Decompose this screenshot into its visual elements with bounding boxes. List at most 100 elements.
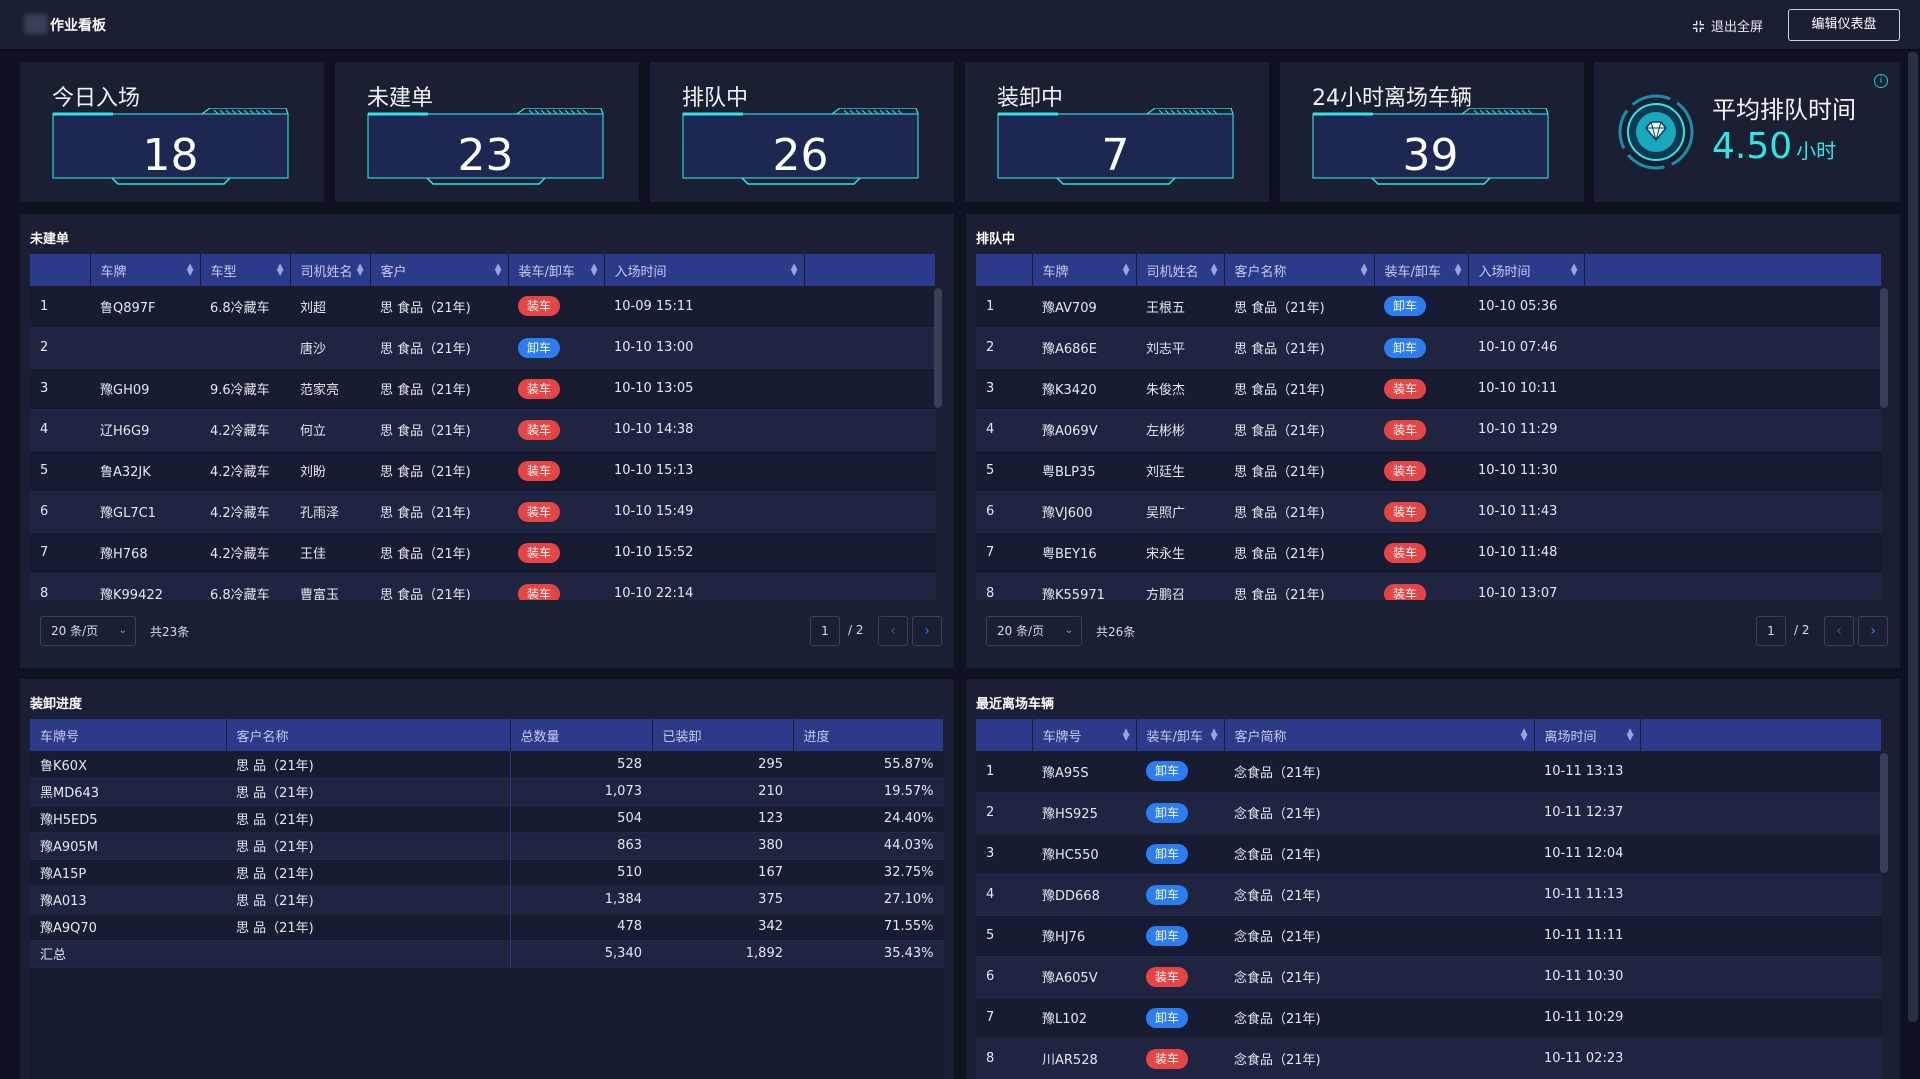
unbuilt-scrollbar[interactable] — [934, 288, 942, 408]
table-row[interactable]: 豫H5ED5 思 品（21年) 504 123 24.40% — [30, 805, 944, 833]
table-row[interactable]: 3 豫GH09 9.6冷藏车 范家亮思 食品（21年) 装车 10-10 13:05 — [30, 368, 936, 410]
departed-col-header[interactable]: 客户简称 ▲ ▼ — [1224, 719, 1535, 751]
table-row[interactable]: 豫A905M 思 品（21年) 863 380 44.03% — [30, 832, 944, 860]
unbuilt-col-header[interactable] — [30, 254, 91, 286]
load-tag: 装车 — [1384, 542, 1427, 563]
table-row[interactable]: 2 豫A686E 刘志平思 食品（21年) 卸车 10-10 07:46 — [976, 327, 1882, 369]
departed-col-header[interactable]: 离场时间 ▲ ▼ — [1534, 719, 1641, 751]
table-row[interactable]: 7 粤BEY16 宋永生思 食品（21年) 装车 10-10 11:48 — [976, 532, 1882, 574]
departed-col-header[interactable]: 车牌号 ▲ ▼ — [1032, 719, 1137, 751]
summary-label: 汇总 — [30, 940, 226, 968]
page-input[interactable]: 1 — [1756, 616, 1786, 646]
queue-col-header[interactable]: 司机姓名 ▲ ▼ — [1136, 254, 1225, 286]
sort-icon[interactable]: ▲ ▼ — [1122, 727, 1130, 743]
load-tag: 装车 — [518, 542, 561, 563]
next-page-button[interactable]: › — [912, 616, 942, 646]
sort-icon[interactable]: ▲ ▼ — [1210, 262, 1218, 278]
progress-col-header[interactable]: 已装卸 — [652, 719, 794, 751]
departed-scrollbar[interactable] — [1880, 753, 1888, 873]
departed-col-header[interactable] — [1640, 719, 1882, 751]
cell-op: 装车 — [1374, 491, 1468, 533]
col-header-label: 装车/卸车 — [518, 264, 575, 280]
table-row[interactable]: 黑MD643 思 品（21年) 1,073 210 19.57% — [30, 778, 944, 806]
unbuilt-col-header[interactable]: 车型 ▲ ▼ — [200, 254, 291, 286]
table-row[interactable]: 3 豫K3420 朱俊杰思 食品（21年) 装车 10-10 10:11 — [976, 368, 1882, 410]
prev-page-button[interactable]: ‹ — [1824, 616, 1854, 646]
queue-col-header[interactable]: 车牌 ▲ ▼ — [1032, 254, 1137, 286]
sort-icon[interactable]: ▲ ▼ — [276, 262, 284, 278]
sort-icon[interactable]: ▲ ▼ — [494, 262, 502, 278]
table-row[interactable]: 2 豫HS925 卸车 念食品（21年) 10-11 12:37 — [976, 792, 1882, 834]
sort-icon[interactable]: ▲ ▼ — [186, 262, 194, 278]
table-row[interactable]: 4 豫DD668 卸车 念食品（21年) 10-11 11:13 — [976, 874, 1882, 916]
table-row[interactable]: 1 豫A95S 卸车 念食品（21年) 10-11 13:13 — [976, 751, 1882, 793]
unbuilt-col-header[interactable]: 客户 ▲ ▼ — [370, 254, 509, 286]
queue-col-header[interactable]: 客户名称 ▲ ▼ — [1224, 254, 1375, 286]
table-row[interactable]: 豫A9Q70 思 品（21年) 478 342 71.55% — [30, 913, 944, 941]
table-row[interactable]: 6 豫VJ600 吴照广思 食品（21年) 装车 10-10 11:43 — [976, 491, 1882, 533]
table-row[interactable]: 8 豫K99422 6.8冷藏车 曹富玉思 食品（21年) 装车 10-10 22:14 — [30, 573, 936, 600]
sort-icon[interactable]: ▲ ▼ — [790, 262, 798, 278]
queue-col-header[interactable]: 装车/卸车 ▲ ▼ — [1374, 254, 1469, 286]
sort-icon[interactable]: ▲ ▼ — [1210, 727, 1218, 743]
sort-icon[interactable]: ▲ ▼ — [1122, 262, 1130, 278]
sort-icon[interactable]: ▲ ▼ — [590, 262, 598, 278]
page-scrollbar[interactable] — [1908, 52, 1918, 1022]
prev-page-button[interactable]: ‹ — [878, 616, 908, 646]
progress-title: 装卸进度 — [30, 697, 83, 712]
table-row[interactable]: 8 川AR528 装车 念食品（21年) 10-11 02:23 — [976, 1038, 1882, 1079]
progress-col-header[interactable]: 客户名称 — [226, 719, 511, 751]
table-row[interactable]: 豫A15P 思 品（21年) 510 167 32.75% — [30, 859, 944, 887]
progress-col-header[interactable]: 进度 — [793, 719, 944, 751]
edit-dashboard-button[interactable]: 编辑仪表盘 — [1788, 9, 1900, 41]
page-size-select[interactable]: 20 条/页 ⌄ — [986, 616, 1082, 646]
table-row[interactable]: 7 豫H768 4.2冷藏车 王佳思 食品（21年) 装车 10-10 15:52 — [30, 532, 936, 574]
departed-col-header[interactable] — [976, 719, 1033, 751]
sort-icon[interactable]: ▲ ▼ — [1520, 727, 1528, 743]
table-row[interactable]: 鲁K60X 思 品（21年) 528 295 55.87% — [30, 751, 944, 779]
progress-col-header[interactable]: 车牌号 — [30, 719, 227, 751]
table-row[interactable]: 2 唐沙思 食品（21年) 卸车 10-10 13:00 — [30, 327, 936, 369]
progress-col-header[interactable]: 总数量 — [510, 719, 653, 751]
table-row[interactable]: 7 豫L102 卸车 念食品（21年) 10-11 10:29 — [976, 997, 1882, 1039]
table-row[interactable]: 6 豫GL7C1 4.2冷藏车 孔雨泽思 食品（21年) 装车 10-10 15:49 — [30, 491, 936, 533]
table-row[interactable]: 1 豫AV709 王根五思 食品（21年) 卸车 10-10 05:36 — [976, 286, 1882, 328]
table-row[interactable]: 5 豫HJ76 卸车 念食品（21年) 10-11 11:11 — [976, 915, 1882, 957]
page-size-select[interactable]: 20 条/页 ⌄ — [40, 616, 136, 646]
sort-icon[interactable]: ▲ ▼ — [1454, 262, 1462, 278]
table-row[interactable]: 1 鲁Q897F 6.8冷藏车 刘超思 食品（21年) 装车 10-09 15:11 — [30, 286, 936, 328]
exit-fullscreen-button[interactable]: 退出全屏 — [1692, 16, 1763, 35]
table-row[interactable]: 5 粤BLP35 刘廷生思 食品（21年) 装车 10-10 11:30 — [976, 450, 1882, 492]
sort-icon[interactable]: ▲ ▼ — [1570, 262, 1578, 278]
cell-plate: 豫A95S — [1032, 751, 1136, 793]
info-icon[interactable]: i — [1874, 74, 1888, 88]
unbuilt-col-header[interactable]: 车牌 ▲ ▼ — [90, 254, 201, 286]
queue-col-header[interactable] — [1584, 254, 1882, 286]
unbuilt-col-header[interactable]: 装车/卸车 ▲ ▼ — [508, 254, 605, 286]
table-row[interactable]: 4 辽H6G9 4.2冷藏车 何立思 食品（21年) 装车 10-10 14:38 — [30, 409, 936, 451]
queue-col-header[interactable]: 入场时间 ▲ ▼ — [1468, 254, 1585, 286]
cell-total: 863 — [510, 832, 652, 860]
cell-no: 6 — [976, 491, 1032, 533]
unbuilt-col-header[interactable]: 入场时间 ▲ ▼ — [604, 254, 805, 286]
sort-icon[interactable]: ▲ ▼ — [1360, 262, 1368, 278]
next-page-button[interactable]: › — [1858, 616, 1888, 646]
cell-no: 1 — [976, 751, 1032, 793]
table-row[interactable]: 8 豫K55971 方鹏召思 食品（21年) 装车 10-10 13:07 — [976, 573, 1882, 600]
sort-icon[interactable]: ▲ ▼ — [1626, 727, 1634, 743]
queue-col-header[interactable] — [976, 254, 1033, 286]
unbuilt-col-header[interactable]: 司机姓名 ▲ ▼ — [290, 254, 371, 286]
table-row[interactable]: 4 豫A069V 左彬彬思 食品（21年) 装车 10-10 11:29 — [976, 409, 1882, 451]
table-row[interactable]: 5 鲁A32JK 4.2冷藏车 刘盼思 食品（21年) 装车 10-10 15:13 — [30, 450, 936, 492]
unbuilt-col-header[interactable] — [804, 254, 936, 286]
sort-icon[interactable]: ▲ ▼ — [356, 262, 364, 278]
departed-col-header[interactable]: 装车/卸车 ▲ ▼ — [1136, 719, 1225, 751]
cell-plate: 豫A069V — [1032, 409, 1136, 451]
kpi-frame — [997, 107, 1234, 186]
cell-client: 念食品（21年) — [1224, 751, 1534, 793]
table-row[interactable]: 3 豫HC550 卸车 念食品（21年) 10-11 12:04 — [976, 833, 1882, 875]
table-row[interactable]: 6 豫A605V 装车 念食品（21年) 10-11 10:30 — [976, 956, 1882, 998]
queue-scrollbar[interactable] — [1880, 288, 1888, 408]
page-input[interactable]: 1 — [810, 616, 840, 646]
table-row[interactable]: 豫A013 思 品（21年) 1,384 375 27.10% — [30, 886, 944, 914]
